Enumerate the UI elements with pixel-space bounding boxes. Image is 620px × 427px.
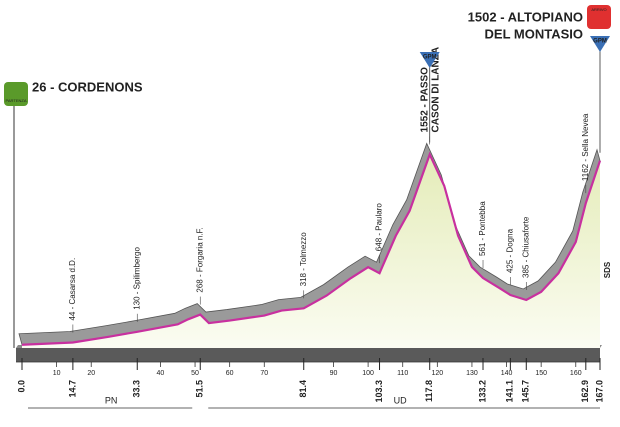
region-label: PN — [105, 395, 118, 405]
waypoint-km: 162.9 — [580, 380, 590, 403]
waypoint-label: 318 - Tolmezzo — [299, 232, 308, 287]
base-band — [16, 348, 600, 362]
gpm-icon — [419, 52, 440, 68]
region-label: UD — [394, 395, 407, 405]
waypoint-km: 117.8 — [424, 380, 434, 402]
x-tick-label: 100 — [362, 370, 374, 377]
x-tick-label: 120 — [431, 370, 443, 377]
gpm-label: GPM — [593, 39, 607, 45]
x-tick-label: 70 — [260, 370, 268, 377]
start-icon — [4, 82, 28, 106]
gpm-icon — [590, 36, 610, 52]
start-label: 26 - CORDENONS — [32, 79, 143, 94]
waypoint-label: 561 - Pontebba — [478, 201, 487, 256]
waypoint-km: 33.3 — [132, 380, 142, 398]
waypoint-label: 268 - Forgaria n.F. — [195, 227, 204, 292]
waypoint-km: 81.4 — [298, 380, 308, 398]
finish-label: DEL MONTASIO — [485, 26, 583, 41]
waypoint-label: 648 - Paularo — [375, 203, 384, 252]
credit: SDS — [603, 261, 612, 278]
profile-line — [21, 151, 602, 346]
finish-icon-text: ARRIVO — [591, 7, 606, 12]
x-tick-label: 50 — [191, 370, 199, 377]
x-tick-label: 150 — [535, 370, 547, 377]
waypoint-label: 1162 - Sella Nevea — [581, 113, 590, 181]
x-tick-label: 60 — [226, 370, 234, 377]
x-tick-label: 160 — [570, 370, 582, 377]
x-tick-label: 20 — [87, 370, 95, 377]
x-tick-label: 90 — [330, 370, 338, 377]
waypoint-km: 103.3 — [374, 380, 384, 403]
waypoint-km: 0.0 — [16, 380, 26, 393]
waypoint-km: 141.1 — [505, 380, 515, 403]
finish-icon — [587, 5, 611, 29]
x-tick-label: 140 — [501, 370, 513, 377]
waypoint-label: 44 - Casarsa d.D. — [68, 258, 77, 321]
gpm-label: GPM — [423, 55, 437, 61]
waypoint-label: 1552 - PASSO — [419, 67, 430, 133]
waypoint-km: 167.0 — [594, 380, 604, 403]
waypoint-km: 145.7 — [521, 380, 531, 403]
waypoint-km: 133.2 — [477, 380, 487, 403]
profile-area — [22, 154, 600, 348]
waypoint-label: 425 - Dogna — [505, 228, 514, 273]
x-tick-label: 40 — [157, 370, 165, 377]
waypoint-label: 130 - Spilimbergo — [132, 247, 141, 310]
waypoint-label: 385 - Chiusaforte — [521, 216, 530, 278]
x-tick-label: 130 — [466, 370, 478, 377]
x-tick-label: 10 — [53, 370, 61, 377]
waypoint-km: 51.5 — [195, 380, 205, 398]
start-icon-text: PARTENZA — [6, 98, 27, 103]
waypoint-label: CASON DI LANZA — [430, 47, 441, 133]
x-tick-label: 110 — [397, 370, 408, 377]
waypoint-km: 14.7 — [67, 380, 77, 398]
finish-label: 1502 - ALTOPIANO — [468, 9, 583, 24]
